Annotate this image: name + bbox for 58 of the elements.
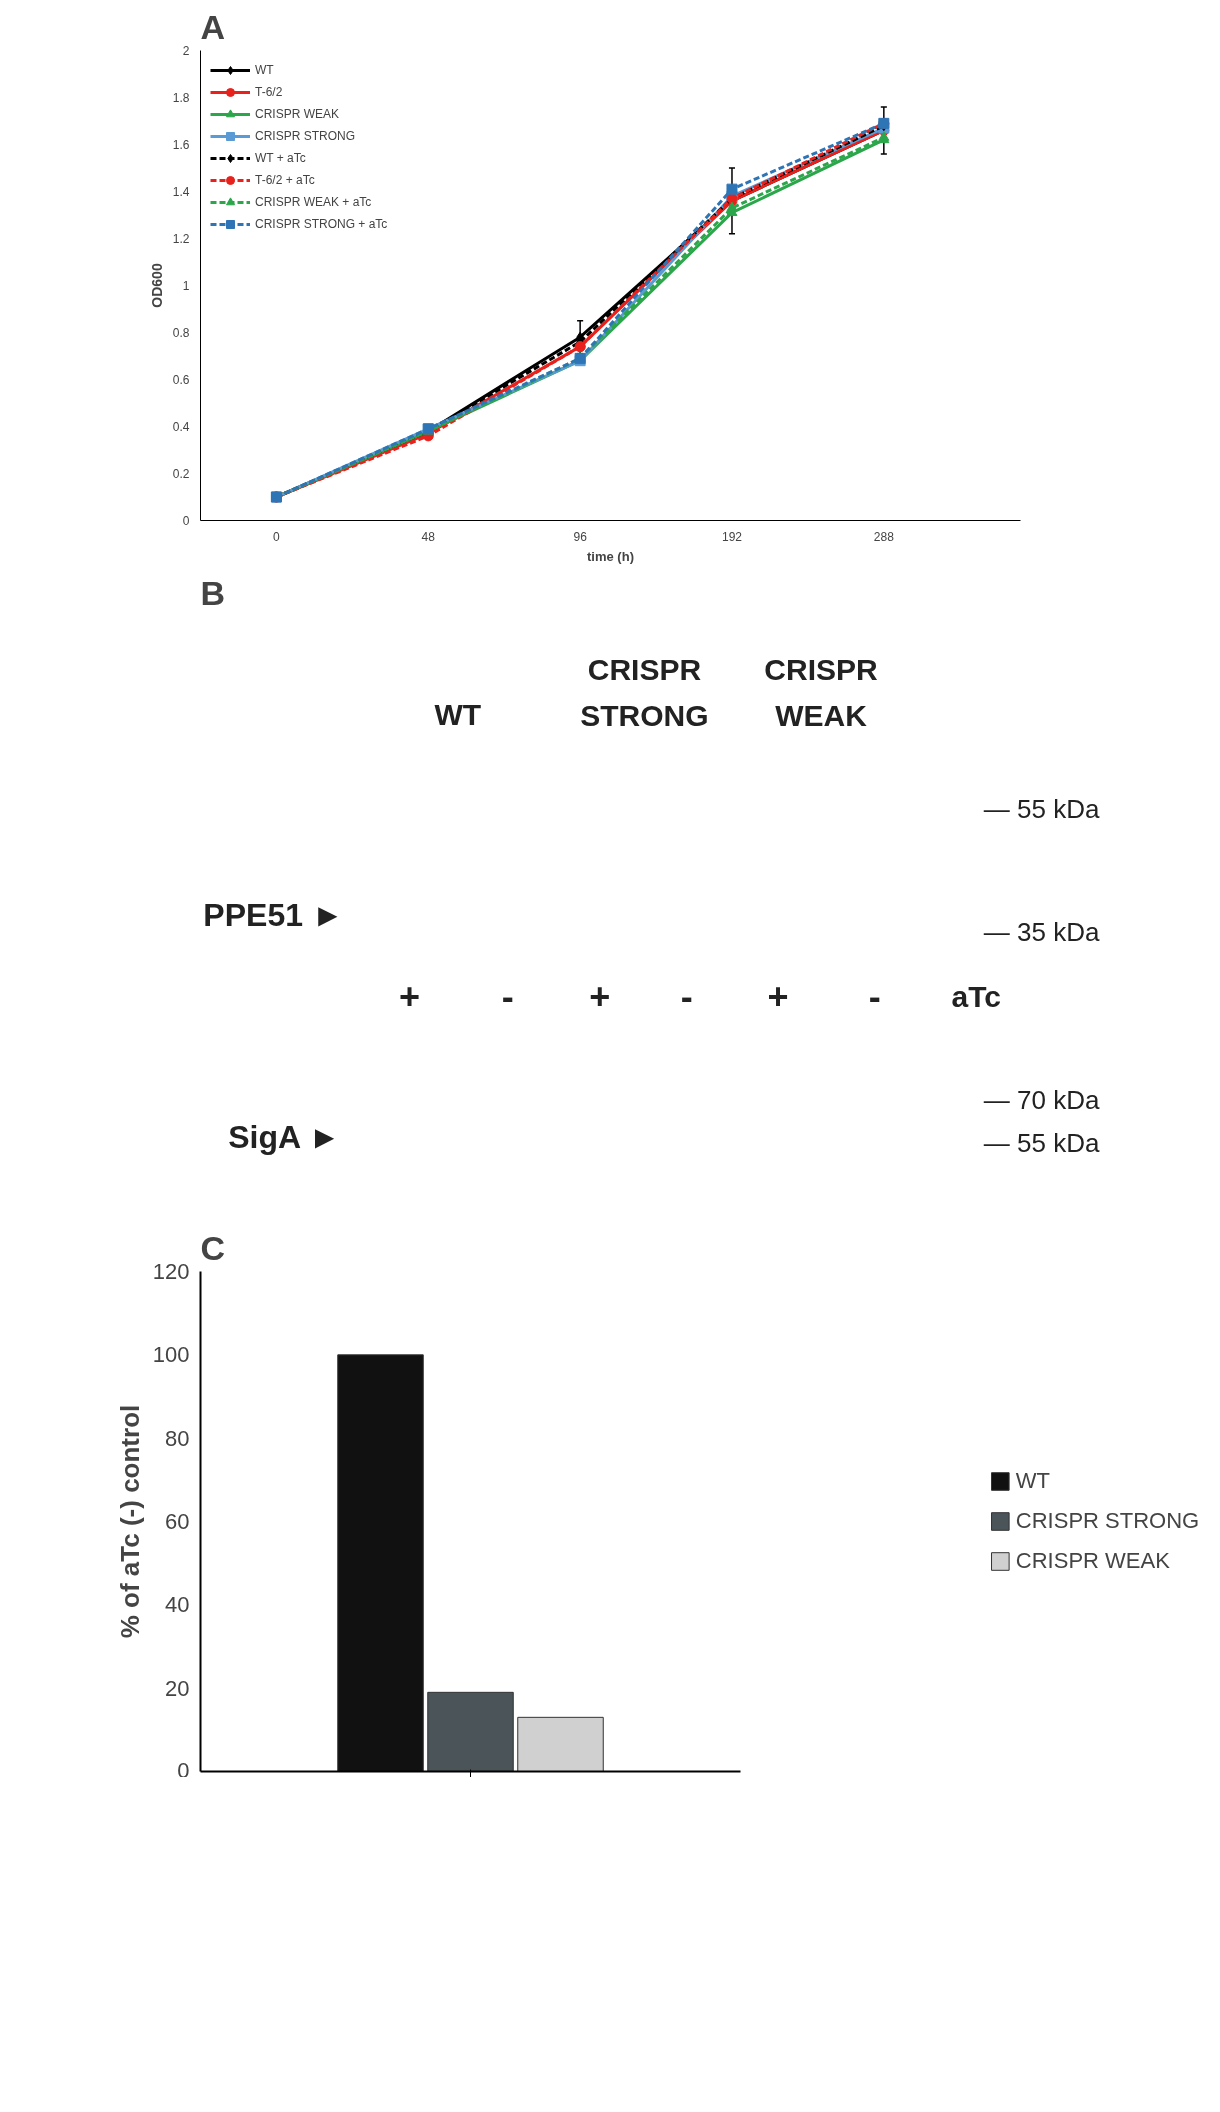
legend-label: CRISPR STRONG + aTc bbox=[255, 217, 388, 231]
text: SigA ► bbox=[228, 1118, 341, 1155]
y-tick-label: 120 bbox=[152, 1259, 190, 1284]
legend-label: WT + aTc bbox=[255, 151, 306, 165]
text: + bbox=[589, 976, 611, 1018]
legend-label: CRISPR STRONG bbox=[255, 129, 356, 143]
y-tick-label: 0.2 bbox=[172, 467, 190, 481]
y-tick-label: 1 bbox=[182, 279, 190, 293]
text: — 70 kDa bbox=[983, 1085, 1100, 1116]
text: - bbox=[868, 976, 881, 1018]
chart-title: A bbox=[200, 7, 226, 46]
text: — 35 kDa bbox=[983, 916, 1100, 947]
text: + bbox=[767, 976, 789, 1018]
text: - bbox=[501, 976, 514, 1018]
x-axis-title: time (h) bbox=[587, 548, 634, 564]
y-tick-label: 1.6 bbox=[172, 138, 190, 152]
y-tick-label: 0.6 bbox=[172, 373, 190, 387]
text: CRISPR bbox=[764, 652, 879, 686]
text: STRONG bbox=[580, 699, 709, 733]
legend-label: T-6/2 + aTc bbox=[255, 173, 315, 187]
y-tick-label: 1.4 bbox=[172, 185, 190, 199]
legend-label: WT bbox=[1015, 1468, 1051, 1494]
y-tick-label: 80 bbox=[165, 1425, 190, 1451]
legend-label: T-6/2 bbox=[255, 85, 283, 99]
text: CRISPR bbox=[587, 652, 702, 686]
x-tick-label: 48 bbox=[421, 529, 436, 544]
text: WEAK bbox=[775, 699, 868, 733]
x-tick-label: 192 bbox=[721, 529, 743, 544]
y-tick-label: 0.4 bbox=[172, 420, 190, 434]
y-tick-label: 100 bbox=[152, 1342, 190, 1368]
text: — 55 kDa bbox=[983, 1128, 1100, 1159]
y-tick-label: 0 bbox=[177, 1757, 190, 1783]
text: B bbox=[200, 573, 226, 612]
x-tick-label: 0 bbox=[273, 529, 281, 544]
legend-label: CRISPR WEAK bbox=[1015, 1548, 1170, 1574]
text: + bbox=[398, 976, 420, 1018]
y-tick-label: 0.8 bbox=[172, 326, 190, 340]
y-axis-title: % of aTc (-) control bbox=[114, 1404, 145, 1639]
legend-label: CRISPR WEAK bbox=[255, 107, 340, 121]
y-tick-label: 2 bbox=[182, 44, 190, 58]
y-axis-title: OD600 bbox=[148, 263, 165, 308]
y-tick-label: 1.8 bbox=[172, 91, 190, 105]
text: aTc bbox=[951, 979, 1001, 1013]
chart-title: C bbox=[200, 1228, 226, 1267]
legend-label: WT bbox=[255, 63, 275, 77]
y-tick-label: 60 bbox=[165, 1509, 190, 1534]
text: PPE51 ► bbox=[203, 896, 344, 933]
legend-label: CRISPR STRONG bbox=[1015, 1508, 1200, 1534]
y-tick-label: 40 bbox=[165, 1592, 190, 1618]
text: - bbox=[680, 976, 693, 1018]
y-tick-label: 1.2 bbox=[172, 232, 190, 246]
legend-label: CRISPR WEAK + aTc bbox=[255, 195, 372, 209]
text: — 55 kDa bbox=[983, 793, 1100, 824]
x-tick-label: 96 bbox=[573, 529, 588, 544]
text: WT bbox=[434, 698, 482, 732]
y-tick-label: 0 bbox=[182, 514, 190, 528]
x-tick-label: 288 bbox=[873, 529, 895, 544]
y-tick-label: 20 bbox=[165, 1675, 190, 1701]
